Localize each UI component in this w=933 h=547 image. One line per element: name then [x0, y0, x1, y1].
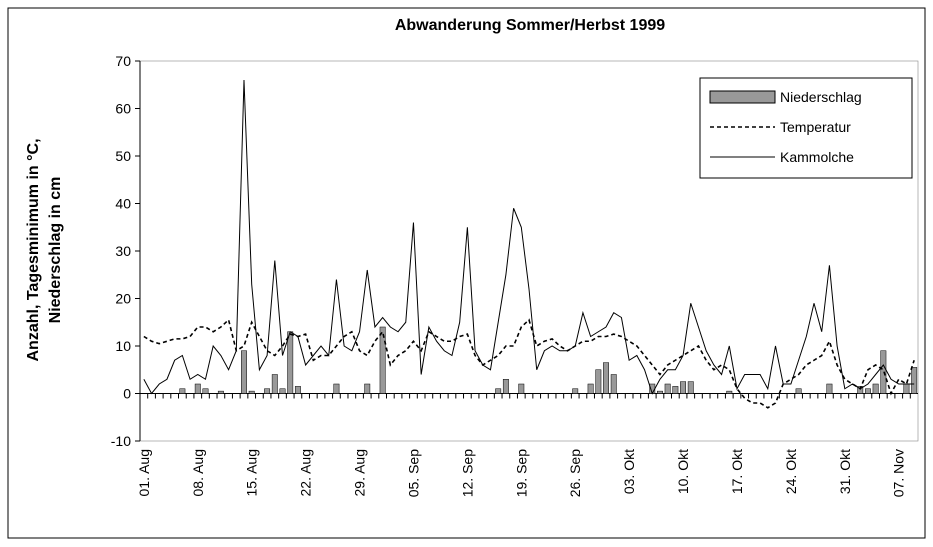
bar	[379, 326, 386, 394]
x-tick-label: 07. Nov	[891, 449, 907, 497]
chart-title: Abwanderung Sommer/Herbst 1999	[395, 17, 665, 34]
bar	[826, 383, 833, 394]
bar	[248, 390, 255, 394]
bar	[872, 383, 879, 394]
bar	[595, 369, 602, 394]
x-tick-label: 01. Aug	[136, 449, 152, 497]
bar	[279, 388, 286, 394]
bar	[217, 390, 224, 394]
bar	[179, 388, 186, 394]
x-tick-label: 26. Sep	[567, 449, 583, 497]
x-tick-label: 24. Okt	[783, 449, 799, 494]
bar	[903, 383, 910, 394]
x-tick-label: 05. Sep	[405, 449, 421, 497]
bar	[603, 362, 609, 394]
y-tick-label: 0	[123, 386, 131, 402]
bar	[294, 386, 301, 394]
x-tick-label: 10. Okt	[675, 449, 691, 494]
bar	[333, 383, 340, 394]
bar	[495, 388, 502, 394]
y-tick-label: 60	[115, 101, 131, 117]
y-tick-label: 30	[115, 243, 131, 259]
bar	[687, 381, 694, 394]
bar	[864, 388, 871, 394]
y-tick-label: 20	[115, 291, 131, 307]
bar	[572, 388, 579, 394]
x-tick-label: 29. Aug	[352, 449, 368, 497]
x-tick-label: 15. Aug	[244, 449, 260, 497]
y-tick-label: 70	[115, 53, 131, 69]
bar	[587, 383, 594, 394]
x-tick-label: 22. Aug	[298, 449, 314, 497]
bar	[364, 383, 371, 394]
x-tick-label: 31. Okt	[837, 449, 853, 494]
x-tick-label: 08. Aug	[190, 449, 206, 497]
y-tick-label: 50	[115, 148, 131, 164]
bar	[287, 331, 294, 394]
bar	[202, 388, 209, 394]
bar	[911, 367, 918, 394]
data-line	[143, 79, 915, 395]
bar	[857, 386, 864, 394]
y-axis-label: Anzahl, Tagesminimum in °C,	[25, 138, 42, 361]
y-tick-label: 10	[115, 338, 131, 354]
bar	[672, 386, 679, 394]
bar	[610, 374, 617, 394]
bar	[502, 379, 509, 394]
bar	[657, 390, 663, 394]
bar	[680, 381, 687, 394]
bar	[664, 383, 671, 394]
bar	[726, 390, 733, 394]
y-tick-label: -10	[111, 433, 131, 449]
bar	[264, 388, 271, 394]
legend-label: Temperatur	[780, 119, 851, 135]
y-tick-label: 40	[115, 196, 131, 212]
legend-label: Kammolche	[780, 149, 854, 165]
x-tick-label: 12. Sep	[459, 449, 475, 497]
bar	[194, 383, 201, 394]
legend-label: Niederschlag	[780, 89, 862, 105]
bar	[241, 350, 247, 394]
y-axis-label: Niederschlag in cm	[47, 177, 64, 324]
temperature-line	[143, 318, 915, 409]
x-tick-label: 19. Sep	[513, 449, 529, 497]
bar	[271, 374, 278, 394]
x-tick-label: 03. Okt	[621, 449, 637, 494]
bar	[518, 383, 525, 394]
legend-swatch	[709, 90, 776, 104]
bar	[795, 388, 802, 394]
x-tick-label: 17. Okt	[729, 449, 745, 494]
